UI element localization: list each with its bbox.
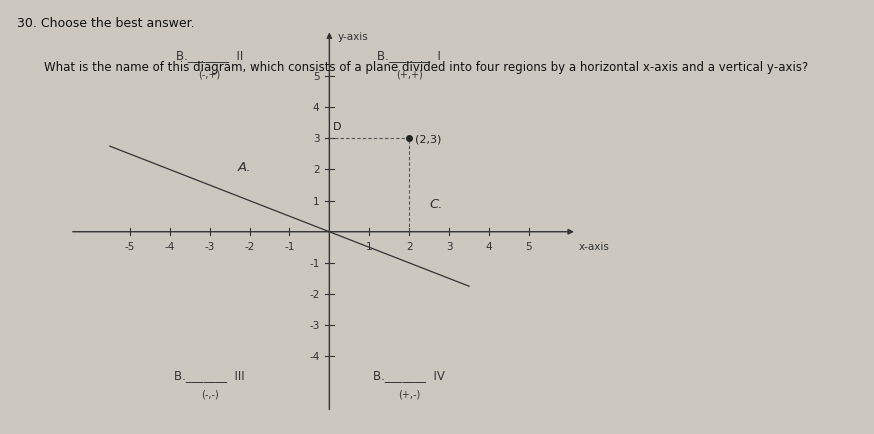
Text: What is the name of this diagram, which consists of a plane divided into four re: What is the name of this diagram, which … (44, 61, 808, 74)
Text: C.: C. (429, 198, 442, 211)
Text: 2: 2 (313, 165, 319, 175)
Text: -4: -4 (309, 352, 319, 362)
Text: 4: 4 (313, 103, 319, 113)
Text: (-,-): (-,-) (201, 389, 218, 399)
Text: -3: -3 (205, 242, 215, 251)
Text: (+,+): (+,+) (396, 69, 422, 79)
Text: -3: -3 (309, 320, 319, 330)
Text: -5: -5 (125, 242, 135, 251)
Text: B._______  II: B._______ II (176, 49, 243, 62)
Text: 5: 5 (313, 72, 319, 82)
Text: 1: 1 (366, 242, 372, 251)
Text: D: D (333, 122, 342, 132)
Text: B._______  IV: B._______ IV (373, 368, 445, 381)
Text: -2: -2 (309, 289, 319, 299)
Text: -1: -1 (309, 258, 319, 268)
Text: 4: 4 (486, 242, 492, 251)
Text: -4: -4 (164, 242, 175, 251)
Text: (2,3): (2,3) (415, 134, 441, 144)
Text: B._______  I: B._______ I (378, 49, 441, 62)
Text: 2: 2 (406, 242, 413, 251)
Text: x-axis: x-axis (579, 241, 610, 251)
Text: y-axis: y-axis (337, 32, 368, 42)
Text: A.: A. (238, 161, 251, 174)
Text: 1: 1 (313, 196, 319, 206)
Text: 3: 3 (446, 242, 453, 251)
Text: 5: 5 (525, 242, 532, 251)
Text: B._______  III: B._______ III (174, 368, 245, 381)
Text: -1: -1 (284, 242, 295, 251)
Text: 30. Choose the best answer.: 30. Choose the best answer. (17, 17, 195, 30)
Text: 3: 3 (313, 134, 319, 144)
Text: -2: -2 (245, 242, 254, 251)
Text: (+,-): (+,-) (398, 389, 420, 399)
Text: (-,+): (-,+) (198, 69, 221, 79)
